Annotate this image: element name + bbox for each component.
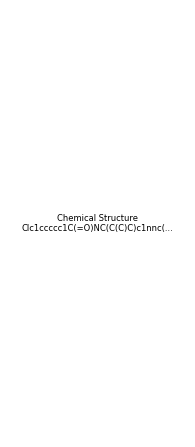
Text: Chemical Structure
Clc1ccccc1C(=O)NC(C(C)C)c1nnc(...: Chemical Structure Clc1ccccc1C(=O)NC(C(C… — [22, 214, 173, 233]
